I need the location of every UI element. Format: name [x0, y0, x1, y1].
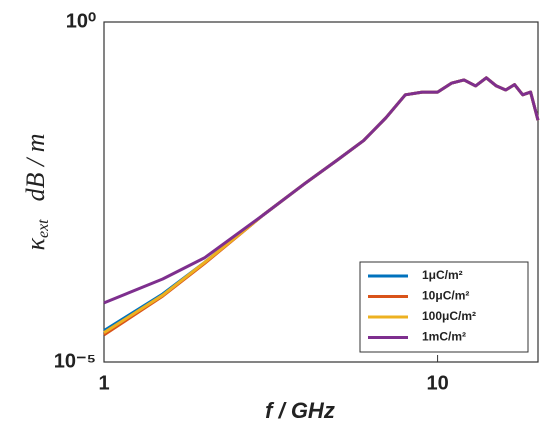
- y-axis-label-text: κext dB / m: [21, 133, 52, 250]
- y-label-subscript: ext: [35, 219, 52, 238]
- legend-label: 10μC/m²: [422, 289, 469, 303]
- y-axis-label: κext dB / m: [21, 133, 52, 250]
- y-tick-label: 10⁰: [66, 10, 96, 32]
- plot-frame: [103, 21, 539, 363]
- x-axis-label: f / GHz: [265, 398, 335, 423]
- x-tick-label: 1: [98, 372, 109, 394]
- legend-label: 1μC/m²: [422, 268, 463, 282]
- series-line: [103, 76, 540, 305]
- legend: 1μC/m² 10μC/m² 100μC/m² 1mC/m²: [359, 261, 529, 353]
- y-tick-label: 10⁻⁵: [54, 350, 96, 372]
- y-label-unit: dB / m: [21, 133, 50, 201]
- legend-label: 100μC/m²: [422, 309, 476, 323]
- x-tick-label: 10: [426, 372, 448, 394]
- y-label-symbol: κ: [21, 238, 50, 251]
- legend-label: 1mC/m²: [422, 330, 466, 344]
